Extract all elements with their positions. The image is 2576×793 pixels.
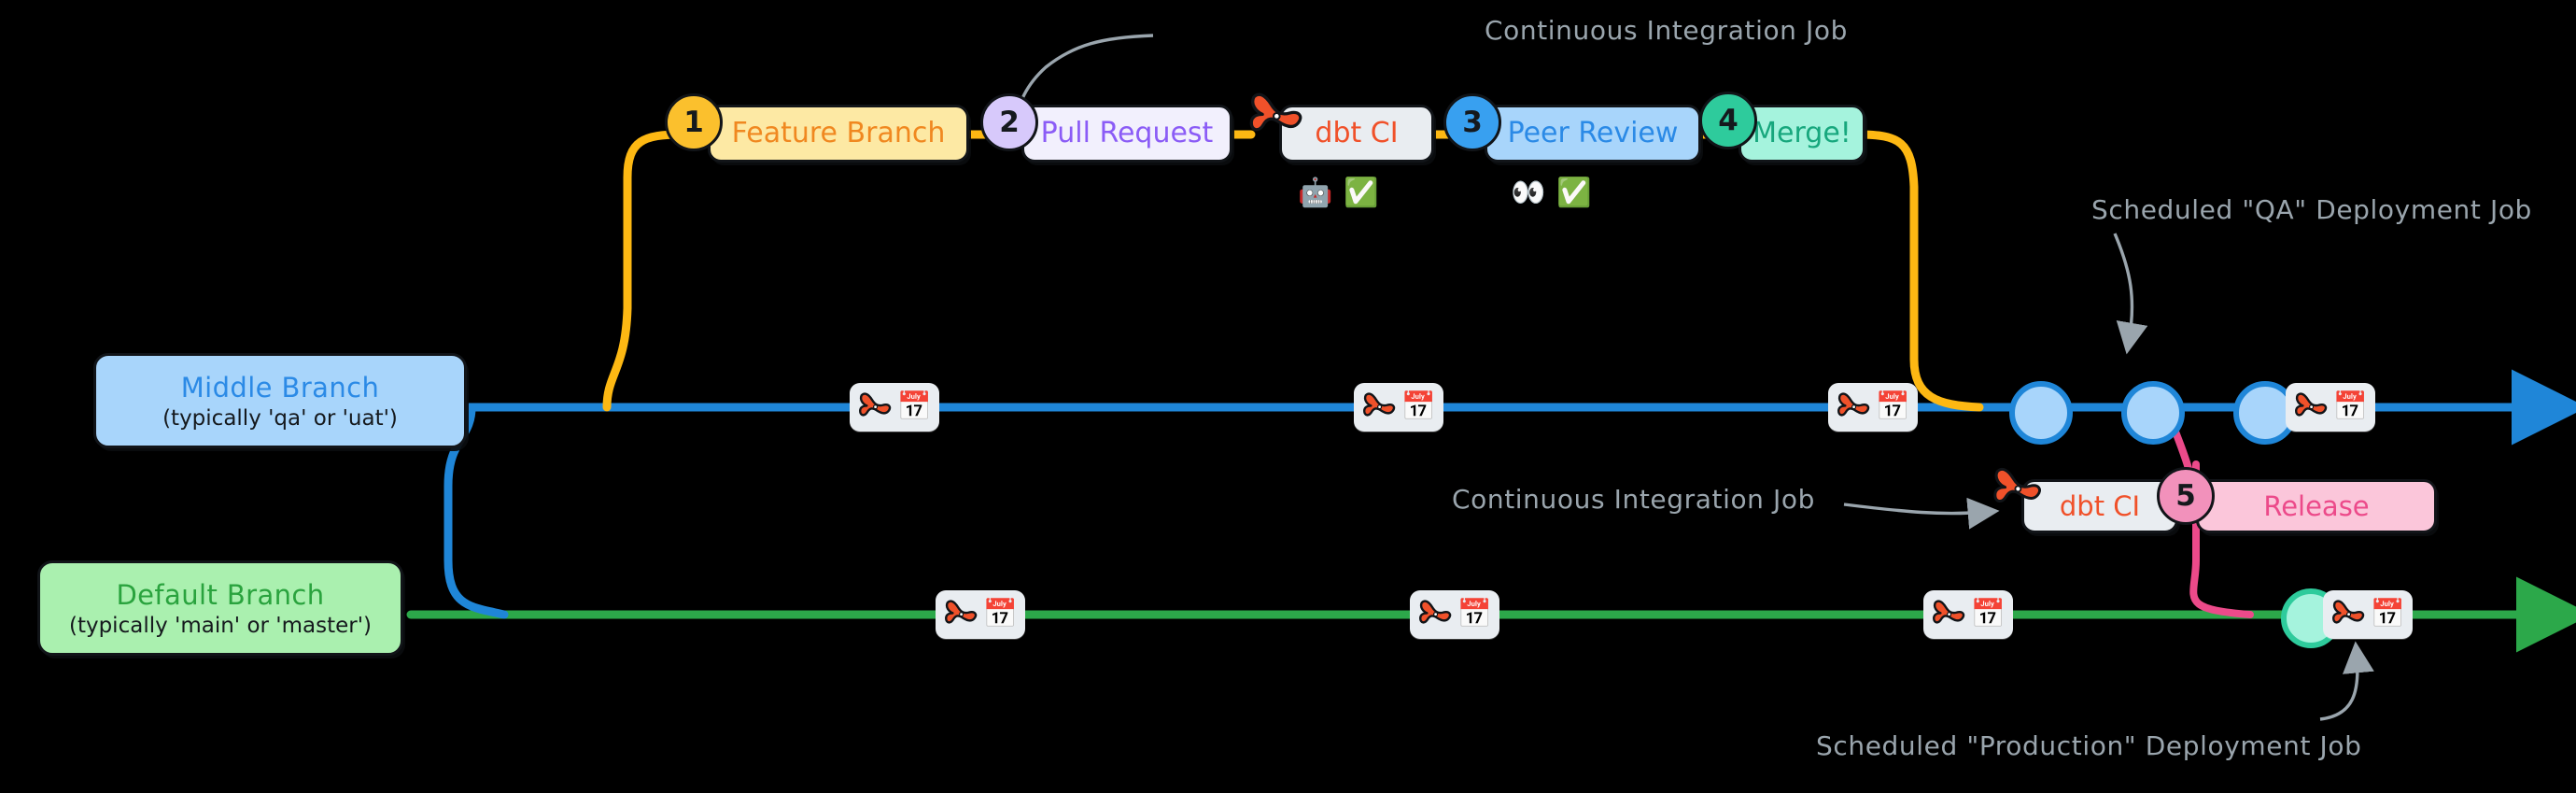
step-badge-2: 2	[980, 93, 1038, 151]
commit-chip[interactable]: 📅	[2323, 590, 2413, 639]
commit-chip[interactable]: 📅	[850, 383, 939, 432]
dbt-logo-icon	[1418, 600, 1451, 624]
middle-branch-dot[interactable]	[2009, 381, 2073, 445]
badge-number: 2	[999, 106, 1020, 139]
dbt-logo-icon	[2331, 600, 2364, 624]
calendar-icon: 📅	[2370, 598, 2406, 630]
node-label: Feature Branch	[731, 117, 946, 150]
calendar-icon: 📅	[982, 598, 1019, 630]
node-release[interactable]: Release	[2196, 479, 2437, 533]
dbt-ci-status-row: 🤖 ✅	[1298, 179, 1379, 207]
robot-icon: 🤖	[1298, 177, 1333, 209]
node-peer-review[interactable]: Peer Review	[1485, 105, 1701, 163]
commit-chip[interactable]: 📅	[1354, 383, 1443, 432]
dbt-logo-icon	[1362, 392, 1395, 417]
calendar-icon: 📅	[896, 390, 933, 423]
middle-branch-name: Middle Branch	[180, 371, 380, 404]
dbt-logo-icon	[1246, 86, 1308, 148]
eyes-icon: 👀	[1511, 177, 1546, 209]
calendar-icon: 📅	[1457, 598, 1493, 630]
annotation-qa-deploy: Scheduled "QA" Deployment Job	[2091, 194, 2532, 225]
node-label: Peer Review	[1507, 117, 1679, 150]
step-badge-1: 1	[665, 93, 723, 151]
badge-number: 3	[1462, 106, 1483, 139]
feature-branch-line	[602, 130, 1984, 412]
peer-review-status-row: 👀 ✅	[1511, 179, 1592, 207]
commit-chip[interactable]: 📅	[1828, 383, 1918, 432]
dbt-logo-icon	[944, 600, 977, 624]
check-icon: ✅	[1556, 177, 1592, 209]
default-branch-hint: (typically 'main' or 'master')	[68, 613, 373, 638]
node-label: dbt CI	[2059, 489, 2141, 522]
calendar-icon: 📅	[1970, 598, 2006, 630]
step-badge-4: 4	[1699, 92, 1757, 149]
commit-chip[interactable]: 📅	[1923, 590, 2013, 639]
node-dbt-ci-top[interactable]: dbt CI	[1279, 105, 1434, 163]
annotation-prod-deploy: Scheduled "Production" Deployment Job	[1816, 730, 2362, 761]
badge-number: 4	[1718, 104, 1738, 137]
node-dbt-ci-bottom[interactable]: dbt CI	[2021, 479, 2178, 533]
node-label: Merge!	[1753, 117, 1851, 150]
default-branch-name: Default Branch	[116, 578, 325, 611]
middle-branch-label[interactable]: Middle Branch (typically 'qa' or 'uat')	[93, 353, 467, 448]
step-badge-5: 5	[2157, 467, 2215, 525]
middle-branch-hint: (typically 'qa' or 'uat')	[162, 405, 398, 431]
node-merge[interactable]: Merge!	[1738, 105, 1865, 163]
commit-chip[interactable]: 📅	[2286, 383, 2375, 432]
annotation-ci-bottom: Continuous Integration Job	[1452, 484, 1815, 515]
node-label: Release	[2263, 489, 2370, 522]
badge-number: 5	[2175, 479, 2196, 513]
calendar-icon: 📅	[1401, 390, 1437, 423]
node-feature-branch[interactable]: Feature Branch	[708, 105, 969, 163]
calendar-icon: 📅	[2332, 390, 2369, 423]
commit-chip[interactable]: 📅	[936, 590, 1025, 639]
dbt-logo-icon	[1991, 461, 2047, 517]
dbt-logo-icon	[858, 392, 891, 417]
calendar-icon: 📅	[1875, 390, 1911, 423]
dbt-logo-icon	[1837, 392, 1869, 417]
annotation-ci-top: Continuous Integration Job	[1485, 15, 1848, 46]
badge-number: 1	[683, 106, 704, 139]
commit-chip[interactable]: 📅	[1410, 590, 1499, 639]
node-label: Pull Request	[1040, 117, 1214, 150]
default-branch-label[interactable]: Default Branch (typically 'main' or 'mas…	[37, 560, 403, 656]
middle-branch-dot[interactable]	[2121, 381, 2185, 445]
check-icon: ✅	[1344, 177, 1379, 209]
node-pull-request[interactable]: Pull Request	[1021, 105, 1232, 163]
dbt-logo-icon	[2294, 392, 2327, 417]
step-badge-3: 3	[1443, 93, 1501, 151]
node-label: dbt CI	[1315, 117, 1399, 150]
dbt-logo-icon	[1932, 600, 1964, 624]
